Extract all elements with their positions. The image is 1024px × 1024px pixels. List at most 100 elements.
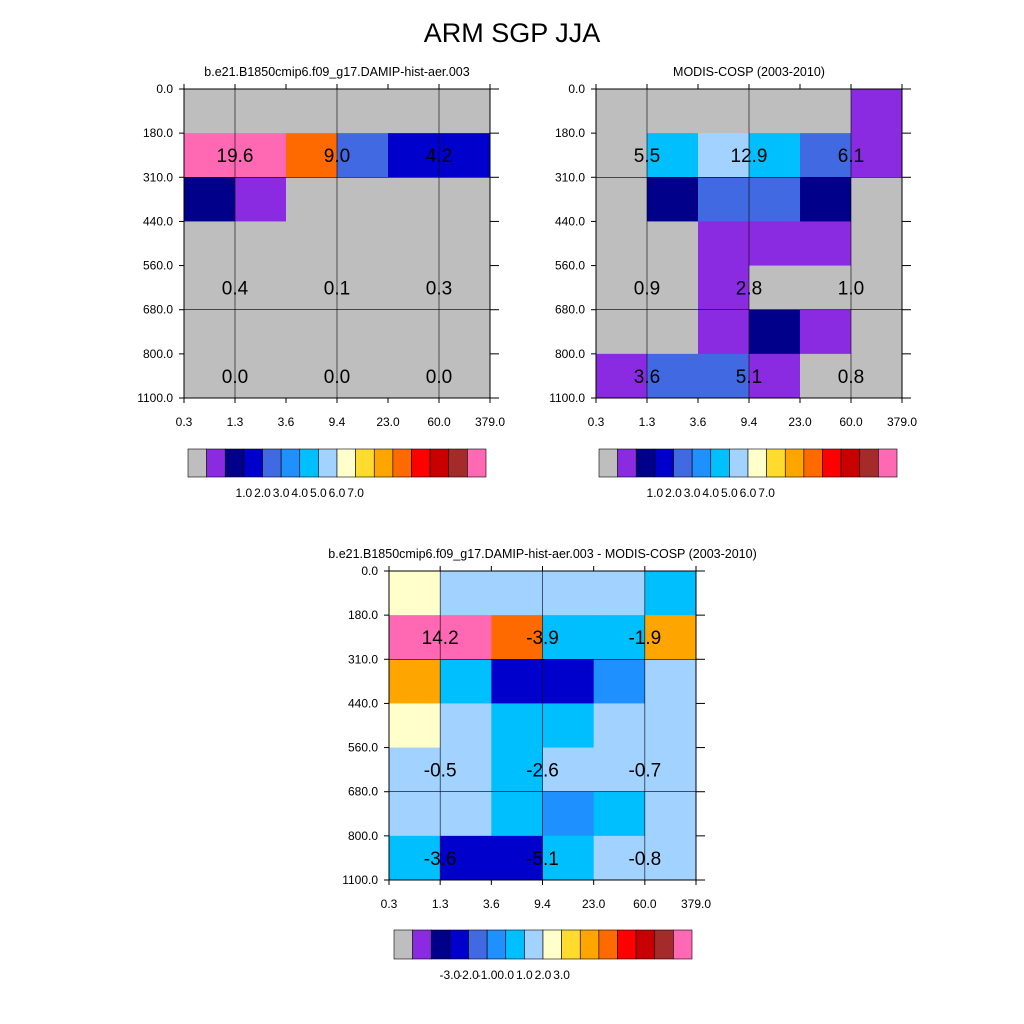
panel-2-cell [647,265,699,311]
panel-1-cell [388,89,440,134]
panel-1-cell [388,177,440,222]
panel-1-cell [235,265,287,311]
panel-1-cell [439,133,491,178]
panel-2-colorbar-label: 5.0 [721,486,738,500]
panel-3-colorbar-box [468,929,488,960]
panel-1-colorbar-box [336,448,356,478]
panel-3-cell [389,571,441,616]
panel-3-colorbar-box [654,929,674,960]
panel-1-cell [439,309,491,355]
panel-1-cell [337,265,389,311]
panel-3-ytick-label: 440.0 [348,696,378,710]
panel-1-colorbar-box [373,448,394,478]
panel-1-colorbar-box [206,448,226,478]
panel-1-colorbar-box [187,448,207,478]
panel-2-cell [749,309,801,355]
panel-1-cell [286,177,338,222]
panel-2-cell [749,133,801,178]
panel-3-cell [542,659,595,704]
panel-2-ytick-label: 1100.0 [549,391,585,405]
panel-3-cell [542,791,595,837]
panel-3-cell [593,791,646,837]
panel-3-colorbar-label: 2.0 [535,968,552,982]
panel-1-cell [184,177,236,222]
panel-3-colorbar-box [430,929,451,960]
panel-2-value-label: 12.9 [731,146,768,167]
panel-1-colorbar-label: 6.0 [329,486,346,500]
panel-3-ytick-label: 310.0 [348,652,378,666]
panel-3-value-label: -3.6 [424,849,457,870]
panel-3-cell [644,659,697,704]
panel-3-colorbar-label: -2.0 [458,968,479,982]
panel-2-cell [596,89,648,134]
panel-1-cell [235,89,287,134]
panel-3-cell [491,791,543,837]
panel-2-cell [851,309,903,355]
panel-3-cell [440,659,492,704]
panel-2-cell [698,265,750,311]
panel-1-cell [388,309,440,355]
panel-3-cell [389,659,441,704]
panel-2-colorbar-box [859,448,879,478]
panel-3-cell [593,747,646,793]
panel-1-colorbar-label: 5.0 [310,486,327,500]
panel-3-cell [389,747,441,793]
panel-2-colorbar-box [617,448,637,478]
panel-1-xtick-label: 1.3 [227,415,244,429]
panel-3-cell [644,747,697,793]
panel-1-colorbar-box [243,448,263,478]
panel-3-cell [593,703,646,749]
panel-3-title: b.e21.B1850cmip6.f09_g17.DAMIP-hist-aer.… [328,547,756,561]
panel-3-colorbar-box [561,929,581,960]
panel-3-xtick-label: 1.3 [432,897,449,911]
panel-3-value-label: -0.7 [628,761,661,782]
panel-1-cell [439,221,491,267]
panel-3-colorbar-box [635,929,656,960]
panel-2-cell [800,265,852,311]
panel-1-ytick-label: 1100.0 [137,391,173,405]
panel-1-cell [337,133,389,178]
panel-3-cell [593,835,646,881]
panel-2-ytick-label: 560.0 [555,259,585,273]
panel-1-colorbar-box [448,448,468,478]
panel-2-colorbar-box [840,448,861,478]
panel-2-xtick-label: 23.0 [788,415,812,429]
panel-2-colorbar-label: 6.0 [740,486,757,500]
panel-1-ytick-label: 800.0 [143,347,173,361]
panel-1-cell [184,89,236,134]
panel-3-ytick-label: 800.0 [348,829,378,843]
panel-1-value-label: 0.0 [426,367,452,388]
panel-1-ytick-label: 180.0 [143,126,173,140]
panel-1-ytick-label: 560.0 [143,259,173,273]
panel-2-colorbar-box [729,448,749,478]
panel-2-xtick-label: 0.3 [588,415,605,429]
panel-2-cell [749,221,801,267]
panel-3-colorbar-label: -3.0 [440,968,461,982]
panel-3-colorbar-box [412,929,432,960]
panel-3-cell [644,571,697,616]
panel-2-cell [647,133,699,178]
panel-1-value-label: 0.0 [324,367,350,388]
panel-3-cell [593,615,646,660]
panel-2-cell [698,221,750,267]
panel-2-value-label: 0.8 [838,367,864,388]
panel-2-xtick-label: 60.0 [839,415,863,429]
panel-3-colorbar-box [524,929,544,960]
panel-3-colorbar-label: 0.0 [497,968,514,982]
panel-2-colorbar-box [635,448,656,478]
panel-1-ytick-label: 310.0 [143,170,173,184]
panel-2-value-label: 5.5 [634,146,660,167]
panel-1-colorbar-label: 3.0 [273,486,290,500]
panel-3-cell [542,703,595,749]
panel-1-cell [286,133,338,178]
panel-1-value-label: 4.2 [426,146,452,167]
panel-1-cell [439,265,491,311]
panel-3-cell [542,571,595,616]
panel-3-ytick-label: 560.0 [348,741,378,755]
panel-2-cell [698,309,750,355]
panel-1-xtick-label: 379.0 [475,415,505,429]
panel-2-colorbar-label: 7.0 [758,486,775,500]
panel-3-cell [491,615,543,660]
panel-3-colorbar-label: 3.0 [553,968,570,982]
